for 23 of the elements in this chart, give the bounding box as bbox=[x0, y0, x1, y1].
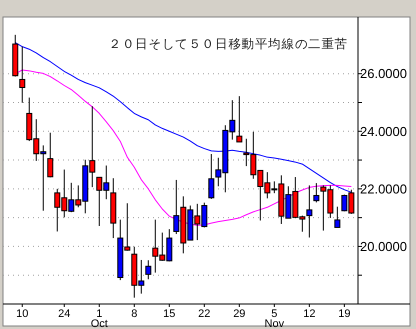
x-tick-label: 12 bbox=[303, 308, 316, 320]
candlestick bbox=[334, 206, 340, 228]
x-tick-label: 24 bbox=[58, 308, 70, 320]
x-tick-label: 10 bbox=[16, 308, 28, 320]
text: ２０日そして５０日移動平均線の二重苦 bbox=[108, 37, 348, 51]
candlestick bbox=[208, 154, 214, 200]
candlestick bbox=[306, 184, 312, 238]
y-tick-label: 26.0000 bbox=[360, 66, 407, 82]
x-tick-label: 29 bbox=[233, 308, 246, 320]
x-tick-label: 15 bbox=[163, 308, 176, 320]
candlestick bbox=[145, 260, 152, 280]
y-tick-label: 20.0000 bbox=[360, 238, 407, 254]
x-tick-label: 19 bbox=[338, 308, 350, 320]
x-tick-label: 22 bbox=[198, 308, 210, 320]
y-tick-label: 22.0000 bbox=[360, 181, 407, 196]
y-tick-label: 24.0000 bbox=[360, 124, 407, 139]
x-tick-label: 1 Oct bbox=[90, 308, 108, 329]
x-tick-label: 8 bbox=[131, 308, 138, 320]
candlestick bbox=[236, 96, 242, 142]
candlestick bbox=[313, 182, 320, 203]
candlestick bbox=[19, 46, 26, 104]
x-tick-label: 5 Nov bbox=[264, 308, 285, 329]
candlestick bbox=[47, 132, 54, 178]
